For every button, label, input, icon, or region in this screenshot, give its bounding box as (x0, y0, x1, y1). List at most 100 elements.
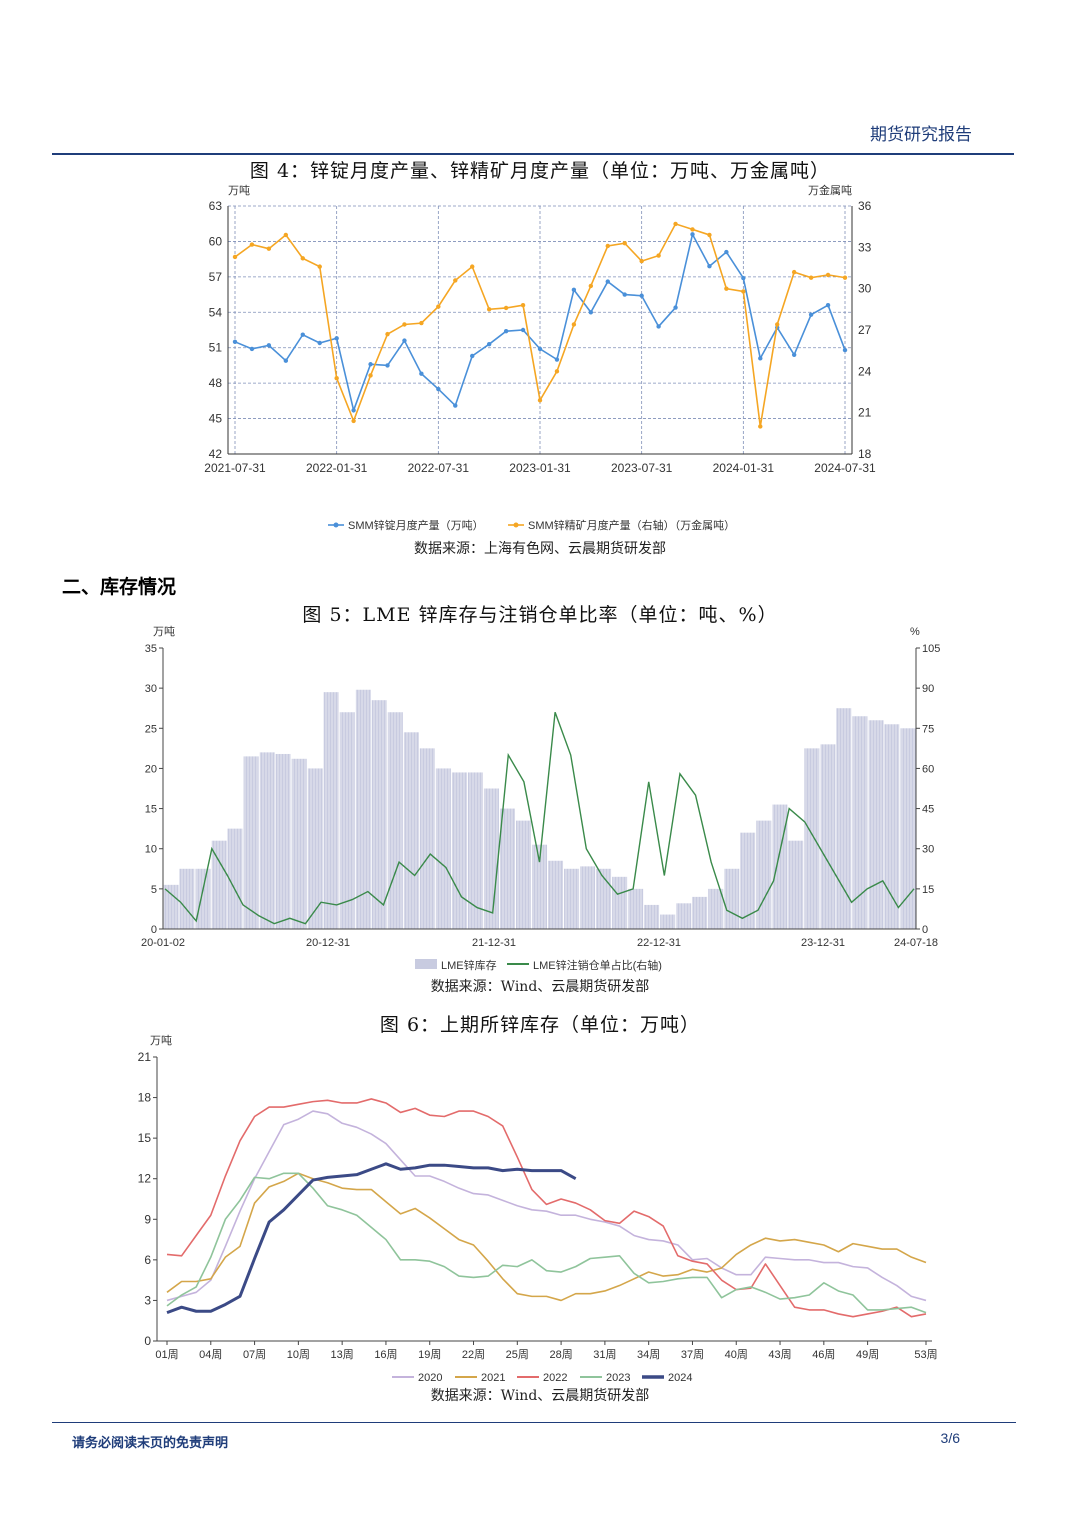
y-tick-label: 9 (144, 1212, 151, 1226)
inventory-bar (451, 772, 467, 929)
y-tick-label: 3 (144, 1293, 151, 1307)
data-point (249, 346, 255, 352)
data-point (385, 363, 390, 368)
data-point (825, 303, 831, 308)
data-point (673, 221, 678, 227)
y2-tick-label: 15 (922, 884, 934, 896)
footer-divider (52, 1422, 1016, 1423)
y2-tick-label: 30 (922, 844, 934, 856)
y2-tick-label: 60 (922, 763, 934, 775)
x-tick-label: 01周 (155, 1348, 178, 1361)
y2-tick-label: 45 (922, 804, 934, 816)
cancelled-warrant-ratio-line (164, 711, 915, 925)
data-point (656, 253, 661, 258)
right-axis-unit: 万金属吨 (808, 183, 852, 197)
y-tick-label: 10 (145, 844, 157, 856)
lme-inventory-chart: 万吨 % 0 5 10 15 20 25 30 35 0 15 30 45 60 75 90 105 20-01-0… (141, 625, 940, 972)
y2-tick-label: 30 (858, 282, 872, 296)
y-tick-label: 12 (138, 1172, 152, 1186)
data-point (724, 249, 729, 255)
data-point (317, 340, 322, 346)
y-tick-label: 0 (151, 924, 157, 936)
header-divider (52, 153, 1014, 155)
x-tick-label: 2021-07-31 (204, 461, 266, 475)
x-tick-label: 23-12-31 (801, 937, 845, 949)
data-point (842, 347, 848, 353)
data-point (402, 322, 407, 327)
y-tick-label: 15 (145, 804, 157, 816)
left-axis-unit: 万吨 (153, 625, 175, 638)
y-tick-label: 25 (145, 723, 157, 735)
data-point (266, 246, 272, 251)
x-tick-label: 07周 (243, 1348, 266, 1361)
y2-tick-label: 0 (922, 924, 928, 936)
data-point (266, 343, 272, 348)
y-tick-label: 35 (145, 643, 157, 655)
data-point (724, 286, 729, 291)
y2-tick-label: 27 (858, 323, 872, 337)
data-point (808, 312, 814, 317)
figure-5-title: 图 5：LME 锌库存与注销仓单比率（单位：吨、%） (302, 604, 778, 626)
y-tick-label: 5 (151, 884, 157, 896)
x-tick-label: 20-12-31 (306, 937, 350, 949)
data-point (656, 324, 661, 329)
inventory-bar (548, 860, 564, 929)
data-point (385, 331, 390, 337)
data-point (690, 227, 695, 232)
x-tick-label: 21-12-31 (472, 937, 516, 949)
data-point (503, 328, 509, 334)
disclaimer-note: 请务必阅读末页的免责声明 (72, 1436, 229, 1451)
y2-tick-label: 18 (858, 447, 872, 461)
data-point (436, 386, 441, 392)
data-point (758, 356, 763, 361)
inventory-bar (499, 808, 515, 929)
inventory-bar (403, 732, 419, 929)
series-line-2021 (166, 1172, 927, 1302)
data-point (419, 371, 424, 376)
y2-tick-label: 21 (858, 406, 872, 420)
data-point (554, 369, 560, 374)
x-tick-label: 49周 (856, 1348, 879, 1361)
legend-label-bars: LME锌库存 (441, 958, 497, 972)
data-point (775, 322, 780, 327)
data-point (571, 322, 577, 327)
y2-tick-label: 33 (858, 240, 872, 254)
data-point (588, 283, 594, 289)
data-point (520, 303, 526, 308)
legend-label-2023: 2023 (606, 1372, 630, 1384)
legend-label-2022: 2022 (543, 1372, 567, 1384)
data-point (470, 264, 475, 269)
data-point (453, 403, 458, 408)
y-tick-label: 54 (209, 305, 223, 319)
zinc-production-chart: 万吨 万金属吨 42 45 48 51 54 57 60 63 18 21 24 27 30 33 36 2021… (204, 183, 876, 532)
x-tick-label: 28周 (549, 1348, 572, 1361)
figure-6-source: 数据来源：Wind、云晨期货研发部 (430, 1388, 650, 1404)
shfe-inventory-chart: 万吨 0 3 6 9 12 15 18 21 01周 04周 07周 10周 13周 16周 19周 22周 25… (138, 1034, 938, 1384)
x-tick-label: 37周 (681, 1348, 704, 1361)
data-point (300, 256, 305, 261)
legend-marker-1 (333, 522, 339, 528)
x-tick-label: 2023-01-31 (509, 461, 571, 475)
x-tick-label: 2024-01-31 (713, 461, 775, 475)
y-tick-label: 63 (209, 199, 223, 213)
data-point (334, 376, 339, 381)
data-point (470, 353, 475, 359)
series-line-2024 (166, 1162, 577, 1315)
x-tick-label: 25周 (506, 1348, 529, 1361)
data-point (622, 241, 627, 246)
y-tick-label: 30 (145, 683, 157, 695)
report-title: 期货研究报告 (870, 125, 972, 145)
y-tick-label: 21 (138, 1050, 152, 1064)
x-tick-label: 2023-07-31 (611, 461, 673, 475)
x-tick-label: 31周 (593, 1348, 616, 1361)
data-point (808, 275, 814, 280)
y-tick-label: 48 (209, 376, 223, 390)
data-point (436, 304, 441, 309)
data-point (249, 242, 255, 247)
data-point (741, 275, 746, 281)
data-point (707, 264, 712, 269)
data-point (690, 232, 695, 237)
data-point (639, 258, 644, 264)
y-tick-label: 42 (209, 447, 223, 461)
data-point (368, 362, 373, 367)
